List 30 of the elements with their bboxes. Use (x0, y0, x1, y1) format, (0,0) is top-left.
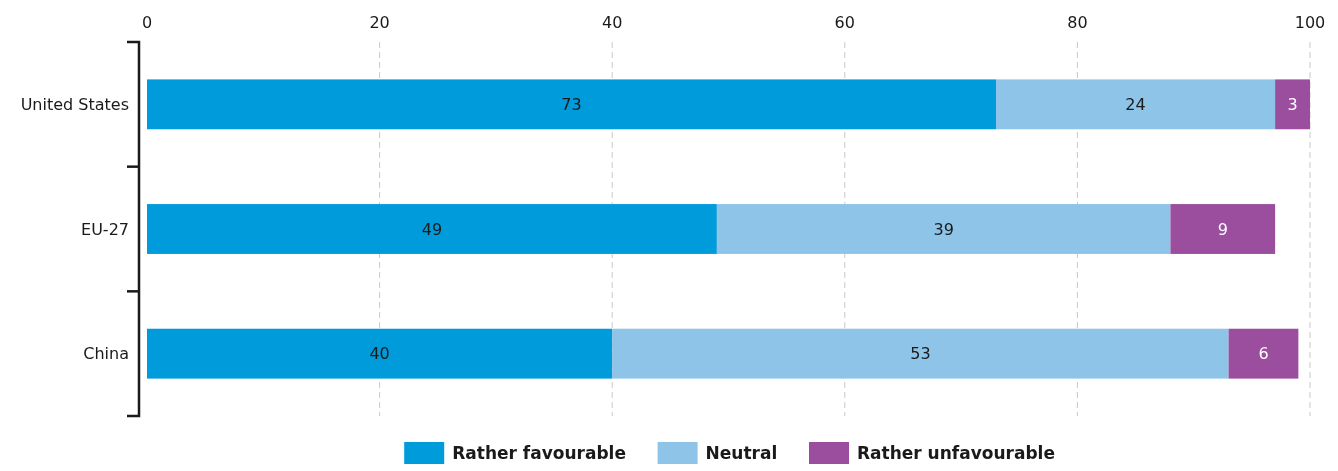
data-label: 73 (561, 94, 582, 114)
data-label: 53 (910, 344, 931, 364)
bar (1275, 79, 1310, 130)
legend-label: Neutral (705, 442, 778, 463)
bar (716, 204, 1171, 254)
y-tick-label: United States (20, 94, 129, 114)
data-label: 39 (933, 219, 954, 239)
bar (612, 328, 1229, 379)
bar (995, 79, 1276, 130)
y-tick-label: EU-27 (81, 219, 129, 239)
x-tick-label: 40 (602, 13, 623, 32)
legend-label: Rather favourable (452, 442, 626, 463)
x-tick-label: 80 (1067, 13, 1088, 32)
x-tick-label: 60 (834, 13, 855, 32)
bar (147, 204, 717, 254)
bar (147, 328, 613, 379)
bar (147, 79, 996, 130)
x-tick-label: 100 (1294, 13, 1326, 32)
bar (1170, 204, 1276, 254)
x-tick-label: 20 (369, 13, 390, 32)
data-label: 49 (421, 219, 443, 239)
bar (1228, 328, 1299, 379)
data-label: 3 (1287, 94, 1298, 114)
data-label: 24 (1125, 94, 1146, 114)
x-tick-label: 0 (141, 13, 153, 32)
y-tick-label: China (83, 344, 129, 364)
data-label: 6 (1258, 344, 1269, 364)
data-label: 40 (369, 344, 390, 364)
legend-label: Rather unfavourable (857, 442, 1055, 463)
data-label: 9 (1217, 219, 1228, 239)
